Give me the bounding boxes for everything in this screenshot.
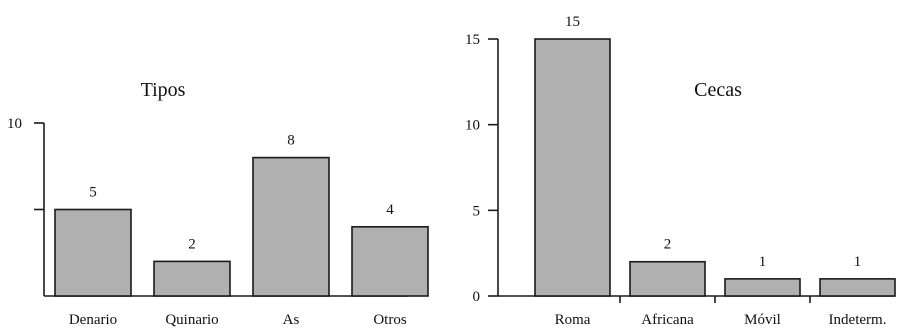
y-tick-label: 10 (465, 118, 480, 134)
chart-cecas: Cecas 0 5 10 15 15 Roma 2 Africana 1 Móvil 1 Indeter… (465, 14, 896, 328)
bar (629, 260, 706, 297)
bar (534, 38, 611, 297)
category-label: As (283, 312, 300, 328)
y-tick-label: 15 (465, 32, 480, 48)
category-label: Roma (555, 312, 591, 328)
bar (724, 278, 801, 297)
category-label: Móvil (744, 312, 781, 328)
data-label: 4 (386, 202, 394, 218)
data-label: 1 (759, 254, 767, 270)
bar (351, 226, 429, 297)
category-label: Quinario (165, 312, 218, 328)
data-label: 5 (89, 185, 97, 201)
chart-title: Tipos (141, 79, 186, 101)
data-label: 1 (854, 254, 862, 270)
category-label: Denario (69, 312, 117, 328)
bar (252, 156, 330, 297)
data-label: 2 (664, 237, 672, 253)
data-label: 15 (565, 14, 580, 30)
y-tick-label: 10 (7, 116, 22, 132)
data-label: 2 (188, 236, 196, 252)
chart-title: Cecas (694, 79, 742, 101)
y-tick-label: 5 (473, 203, 481, 219)
category-label: Indeterm. (829, 312, 887, 328)
bar (819, 278, 896, 297)
chart-tipos: Tipos 10 5 Denario 2 Quinario 8 As 4 Otros (7, 79, 429, 328)
bar (54, 208, 132, 297)
y-tick-label: 0 (473, 289, 481, 305)
bar (153, 260, 231, 297)
category-label: Otros (373, 312, 406, 328)
category-label: Africana (641, 312, 694, 328)
data-label: 8 (287, 133, 295, 149)
